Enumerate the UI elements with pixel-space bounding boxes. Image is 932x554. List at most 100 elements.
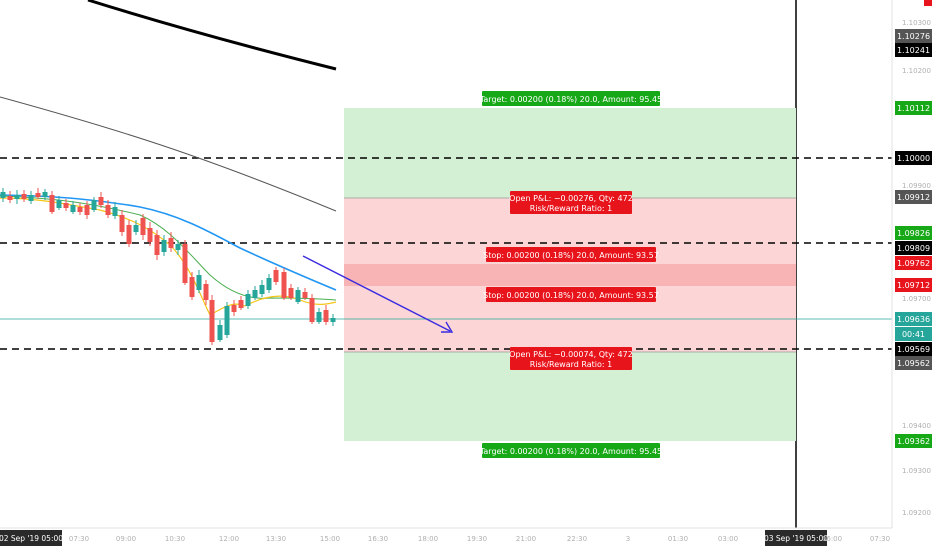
candle bbox=[245, 290, 251, 309]
candle bbox=[217, 320, 223, 342]
candle bbox=[112, 202, 118, 219]
price-label: 1.09762 bbox=[895, 256, 932, 270]
svg-text:1.10000: 1.10000 bbox=[897, 154, 930, 163]
candle bbox=[209, 295, 215, 345]
candle bbox=[63, 199, 69, 211]
candle bbox=[281, 268, 287, 300]
candle bbox=[302, 288, 308, 300]
time-tick-label: 3 bbox=[626, 535, 630, 543]
price-label: 1.09362 bbox=[895, 434, 932, 448]
candle bbox=[42, 189, 48, 200]
candle bbox=[323, 305, 329, 325]
time-tick-label: 03:00 bbox=[718, 535, 738, 543]
candle bbox=[84, 201, 90, 219]
short-stop-label: Stop: 0.00200 (0.18%) 20.0, Amount: 93.5… bbox=[483, 247, 659, 262]
svg-text:Stop: 0.00200 (0.18%) 20.0, Am: Stop: 0.00200 (0.18%) 20.0, Amount: 93.5… bbox=[483, 251, 659, 260]
price-label: 1.09826 bbox=[895, 226, 932, 240]
price-label: 1.09569 bbox=[895, 342, 932, 356]
svg-text:1.10276: 1.10276 bbox=[897, 32, 930, 41]
candle bbox=[259, 280, 265, 297]
price-tick-label: 1.09700 bbox=[902, 295, 931, 303]
svg-text:Stop: 0.00200 (0.18%) 20.0, Am: Stop: 0.00200 (0.18%) 20.0, Amount: 93.5… bbox=[483, 291, 659, 300]
candle bbox=[168, 232, 174, 252]
svg-text:Open P&L: −0.00074, Qty: 472: Open P&L: −0.00074, Qty: 472 bbox=[509, 350, 633, 359]
short-position-tool[interactable] bbox=[344, 108, 796, 264]
candle bbox=[295, 287, 301, 304]
candle bbox=[196, 270, 202, 293]
svg-text:Risk/Reward Ratio: 1: Risk/Reward Ratio: 1 bbox=[530, 204, 612, 213]
time-highlight-label: 03 Sep '19 05:00 bbox=[764, 530, 828, 546]
svg-text:Risk/Reward Ratio: 1: Risk/Reward Ratio: 1 bbox=[530, 360, 612, 369]
time-tick-label: 21:00 bbox=[516, 535, 536, 543]
candle bbox=[14, 190, 20, 204]
time-highlight-label: 02 Sep '19 05:00 bbox=[0, 530, 63, 546]
price-tick-label: 1.09200 bbox=[902, 509, 931, 517]
price-tick-label: 1.09900 bbox=[902, 182, 931, 190]
long-pnl-label: Open P&L: −0.00074, Qty: 472 Risk/Reward… bbox=[509, 347, 633, 370]
candle bbox=[0, 188, 6, 202]
price-label: 1.09809 bbox=[895, 241, 932, 255]
candle bbox=[175, 240, 181, 255]
candle bbox=[91, 197, 97, 212]
price-tick-label: 1.09300 bbox=[902, 467, 931, 475]
long-stop-zone-overlap[interactable] bbox=[344, 264, 796, 286]
svg-text:Open P&L: −0.00276, Qty: 472: Open P&L: −0.00276, Qty: 472 bbox=[509, 194, 633, 203]
svg-text:Target: 0.00200 (0.18%) 20.0,: Target: 0.00200 (0.18%) 20.0, Amount: 95… bbox=[479, 447, 662, 456]
time-tick-label: 16:30 bbox=[368, 535, 388, 543]
svg-text:1.10241: 1.10241 bbox=[897, 46, 930, 55]
time-axis[interactable]: 02 Sep '19 05:00 07:30 09:00 10:30 12:00 13:3… bbox=[0, 527, 892, 550]
candle bbox=[21, 190, 27, 202]
time-tick-label: 15:00 bbox=[320, 535, 340, 543]
svg-text:1.09569: 1.09569 bbox=[897, 345, 930, 354]
svg-text:1.09362: 1.09362 bbox=[897, 437, 930, 446]
candle bbox=[98, 192, 104, 208]
price-label: 1.10241 bbox=[895, 43, 932, 57]
candle bbox=[273, 267, 279, 285]
candle bbox=[154, 230, 160, 260]
candle bbox=[224, 302, 230, 338]
candle bbox=[266, 274, 272, 293]
svg-text:1.09826: 1.09826 bbox=[897, 229, 930, 238]
trend-arrow[interactable] bbox=[302, 255, 454, 333]
candle bbox=[105, 200, 111, 218]
time-tick-label: 06:00 bbox=[822, 535, 842, 543]
time-tick-label: 07:30 bbox=[870, 535, 890, 543]
time-tick-label: 18:00 bbox=[418, 535, 438, 543]
time-tick-label: 13:30 bbox=[266, 535, 286, 543]
candle bbox=[77, 203, 83, 215]
price-label: 1.10000 bbox=[895, 151, 932, 165]
svg-text:00:41: 00:41 bbox=[902, 330, 925, 339]
candle bbox=[56, 196, 62, 210]
candle bbox=[203, 280, 209, 305]
price-axis[interactable]: 1.103001.102001.101001.099001.097001.095… bbox=[891, 0, 932, 528]
time-tick-label: 10:30 bbox=[165, 535, 185, 543]
price-label: 1.09636 bbox=[895, 312, 932, 326]
candle bbox=[189, 272, 195, 300]
time-tick-label: 12:00 bbox=[219, 535, 239, 543]
price-label: 1.09712 bbox=[895, 278, 932, 292]
short-target-zone[interactable] bbox=[344, 108, 796, 198]
candle bbox=[35, 188, 41, 199]
time-tick-label: 07:30 bbox=[69, 535, 89, 543]
candle bbox=[126, 220, 132, 247]
price-tick-label: 1.09400 bbox=[902, 422, 931, 430]
candlestick-series[interactable] bbox=[0, 188, 336, 345]
time-tick-label: 22:30 bbox=[567, 535, 587, 543]
svg-text:1.09562: 1.09562 bbox=[897, 359, 930, 368]
candle bbox=[119, 210, 125, 236]
candle bbox=[49, 191, 55, 214]
ma-green-line bbox=[0, 195, 337, 301]
ma-mid-line bbox=[0, 96, 337, 212]
svg-text:03 Sep '19 05:00: 03 Sep '19 05:00 bbox=[764, 534, 828, 543]
candle bbox=[330, 314, 336, 326]
time-tick-label: 19:30 bbox=[467, 535, 487, 543]
svg-text:1.09712: 1.09712 bbox=[897, 281, 930, 290]
long-stop-label: Stop: 0.00200 (0.18%) 20.0, Amount: 93.5… bbox=[483, 287, 659, 302]
short-target-label: Target: 0.00200 (0.18%) 20.0, Amount: 95… bbox=[479, 91, 662, 106]
candle bbox=[309, 294, 315, 324]
candle bbox=[316, 308, 322, 324]
time-tick-label: 09:00 bbox=[116, 535, 136, 543]
long-target-label: Target: 0.00200 (0.18%) 20.0, Amount: 95… bbox=[479, 443, 662, 458]
svg-text:1.09636: 1.09636 bbox=[897, 315, 930, 324]
